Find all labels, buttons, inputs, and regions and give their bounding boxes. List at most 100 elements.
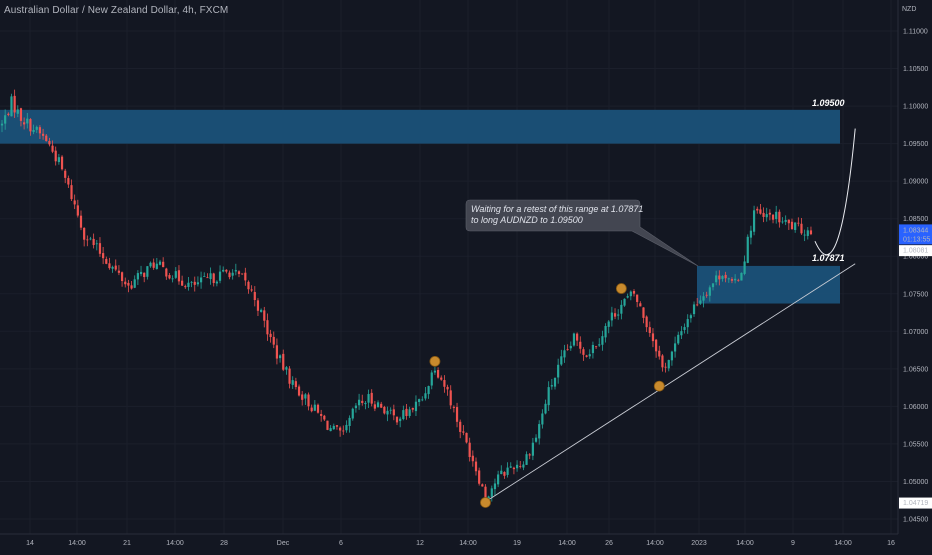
candle-up: [601, 336, 604, 345]
time-tick-label: 28: [220, 540, 228, 547]
candle-down: [576, 333, 579, 341]
candle-up: [607, 321, 610, 327]
candle-up: [686, 319, 689, 328]
callout-bubble: [465, 199, 699, 267]
time-tick-label: 6: [339, 540, 343, 547]
high-marker-label: 1.08081: [903, 248, 928, 255]
candle-up: [190, 281, 193, 283]
candle-down: [297, 386, 301, 396]
candle-up: [424, 393, 427, 399]
candle-down: [809, 230, 813, 235]
candle-down: [143, 272, 146, 278]
candle-up: [345, 424, 348, 431]
candle-down: [130, 285, 133, 289]
candle-down: [405, 408, 408, 417]
candle-up: [794, 222, 797, 231]
candle-down: [244, 272, 247, 281]
candle-down: [705, 294, 708, 296]
candle-down: [114, 265, 117, 270]
candle-up: [629, 291, 632, 297]
candle-up: [673, 343, 677, 352]
candle-up: [740, 272, 743, 281]
price-tick-label: 1.07000: [903, 329, 928, 336]
candle-down: [730, 279, 734, 281]
candle-down: [45, 135, 48, 142]
candle-up: [702, 296, 705, 301]
time-tick-label: 14:00: [68, 540, 86, 547]
candle-down: [696, 304, 699, 306]
candle-down: [98, 243, 102, 254]
candle-down: [29, 119, 32, 132]
candle-up: [418, 399, 421, 402]
time-axis[interactable]: 14 14:00 21 14:00 28 Dec 6 12 14:00 19 14:00 26 14:0…: [0, 533, 898, 547]
candle-down: [83, 227, 86, 240]
candle-up: [174, 271, 177, 278]
candle-down: [48, 140, 51, 145]
candle-up: [357, 399, 361, 406]
candle-up: [35, 126, 38, 130]
candle-down: [310, 407, 313, 412]
candle-down: [323, 415, 326, 420]
candle-up: [57, 157, 60, 163]
candle-down: [181, 280, 184, 286]
time-tick-label: 14:00: [736, 540, 754, 547]
drawing-layer: 1.09500 1.07871 Waiting for a retest of th…: [429, 98, 856, 508]
time-tick-label: 14:00: [834, 540, 852, 547]
candle-down: [108, 263, 111, 269]
candle-up: [746, 236, 749, 263]
candle-down: [165, 268, 168, 277]
candle-layer: [0, 89, 813, 502]
time-tick-label: 14:00: [166, 540, 184, 547]
candle-up: [364, 402, 367, 405]
candle-up: [215, 281, 218, 284]
candle-down: [339, 427, 342, 431]
candle-up: [765, 214, 768, 218]
symbol-title[interactable]: Australian Dollar / New Zealand Dollar, …: [4, 5, 229, 16]
candle-down: [636, 294, 639, 302]
candle-down: [436, 369, 440, 378]
candle-down: [380, 403, 383, 408]
candle-down: [212, 273, 215, 283]
candle-down: [512, 467, 516, 470]
candle-down: [13, 95, 16, 113]
candle-down: [301, 394, 304, 400]
candle-down: [373, 404, 376, 409]
pivot-marker: [480, 497, 491, 508]
candle-up: [784, 219, 787, 222]
candle-up: [95, 243, 98, 245]
candle-up: [4, 115, 7, 124]
candle-down: [92, 238, 95, 246]
price-tick-label: 1.04500: [903, 517, 928, 524]
candle-down: [73, 200, 76, 205]
projection-path: [814, 128, 856, 255]
candle-down: [70, 185, 73, 200]
retest-callout: Waiting for a retest of this range at 1.…: [465, 199, 699, 267]
candle-up: [389, 409, 392, 411]
candle-down: [465, 432, 468, 443]
candle-down: [79, 215, 83, 228]
candle-down: [632, 291, 636, 294]
candle-down: [86, 239, 89, 241]
candle-down: [474, 461, 478, 472]
candle-up: [260, 309, 263, 312]
candle-down: [316, 404, 320, 413]
candle-up: [490, 488, 493, 497]
price-axis[interactable]: NZD 1.11000 1.10500 1.10000 1.09500 1.09000 1…: [897, 0, 932, 550]
candle-up: [591, 344, 595, 354]
price-tick-label: 1.09500: [903, 141, 928, 148]
candle-down: [519, 466, 522, 467]
candle-up: [588, 354, 591, 357]
candle-down: [342, 430, 345, 432]
candle-down: [655, 339, 658, 352]
candle-up: [367, 394, 370, 403]
candle-up: [399, 418, 402, 422]
candle-down: [503, 472, 506, 476]
price-tick-label: 1.09000: [903, 179, 928, 186]
candle-up: [89, 238, 92, 240]
candle-up: [560, 356, 563, 365]
candle-up: [525, 454, 528, 465]
time-tick-label: 14:00: [459, 540, 477, 547]
high-marker-badge: [899, 245, 932, 257]
